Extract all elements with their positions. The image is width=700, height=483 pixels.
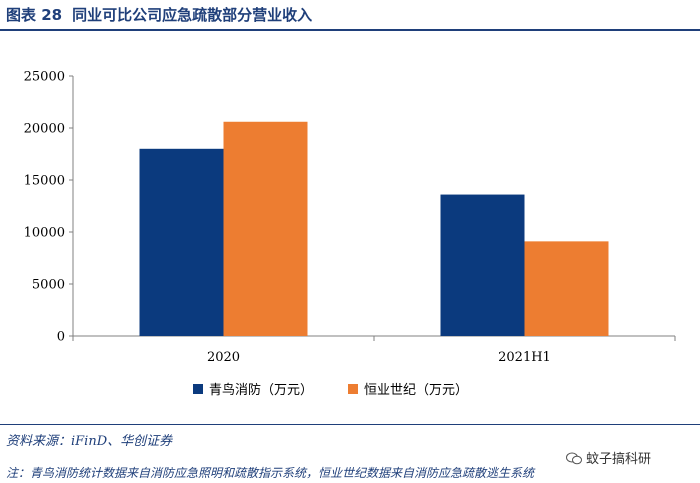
- legend-label: 恒业世纪（万元）: [364, 383, 468, 398]
- y-tick-label: 15000: [24, 174, 65, 189]
- bar-series-2-0: [223, 121, 308, 336]
- x-tick-labels: 2020 2021H1: [207, 350, 551, 365]
- figure-label: 图表 28: [6, 6, 63, 24]
- header-rule: [0, 29, 700, 31]
- x-tick-label: 2020: [207, 350, 240, 365]
- bar-series-2-1: [524, 241, 609, 336]
- source-text: 资料来源：iFinD、华创证券: [6, 434, 173, 449]
- y-tick-label: 20000: [24, 122, 65, 137]
- y-tick-label: 5000: [32, 278, 65, 293]
- figure-footer: 资料来源：iFinD、华创证券 蚊子搞科研 注：青鸟消防统计数据来自消防应急照明…: [0, 420, 700, 483]
- footer-rule: [0, 424, 700, 425]
- watermark-text: 蚊子搞科研: [586, 452, 652, 467]
- y-tick-label: 0: [57, 330, 65, 345]
- chart-bars: [139, 121, 609, 336]
- y-tick-label: 25000: [24, 70, 65, 85]
- figure-title: 图表 28 同业可比公司应急疏散部分营业收入: [6, 4, 322, 25]
- bar-chart: 2020 2021H1 0 5000 10000 15000 20000 25000 青鸟消…: [24, 70, 676, 398]
- bar-series-1-1: [440, 194, 525, 336]
- x-tick-label: 2021H1: [498, 350, 551, 365]
- legend-swatch: [193, 384, 203, 394]
- figure-header: 图表 28 同业可比公司应急疏散部分营业收入: [0, 0, 700, 31]
- note-text: 注：青鸟消防统计数据来自消防应急照明和疏散指示系统，恒业世纪数据来自消防应急疏散…: [6, 466, 535, 480]
- watermark: 蚊子搞科研: [566, 448, 651, 467]
- legend-swatch: [348, 384, 358, 394]
- wechat-icon: [566, 452, 582, 465]
- bar-series-1-0: [139, 148, 224, 336]
- legend-label: 青鸟消防（万元）: [209, 382, 313, 398]
- figure-title-text: 同业可比公司应急疏散部分营业收入: [72, 6, 313, 24]
- chart-legend: 青鸟消防（万元） 恒业世纪（万元）: [193, 382, 468, 398]
- y-tick-label: 10000: [24, 226, 65, 241]
- y-tick-labels: 0 5000 10000 15000 20000 25000: [24, 70, 65, 345]
